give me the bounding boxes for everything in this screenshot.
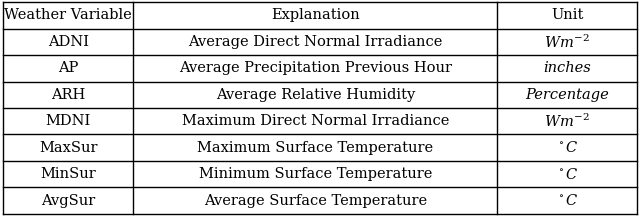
Text: MinSur: MinSur <box>40 167 96 181</box>
Text: Unit: Unit <box>551 8 583 22</box>
Text: inches: inches <box>543 61 591 75</box>
Text: $Wm^{-2}$: $Wm^{-2}$ <box>544 33 590 51</box>
Text: ADNI: ADNI <box>47 35 89 49</box>
Text: MDNI: MDNI <box>45 114 91 128</box>
Text: MaxSur: MaxSur <box>39 141 97 155</box>
Text: Average Direct Normal Irradiance: Average Direct Normal Irradiance <box>188 35 442 49</box>
Text: Weather Variable: Weather Variable <box>4 8 132 22</box>
Text: AvgSur: AvgSur <box>41 194 95 208</box>
Text: AP: AP <box>58 61 78 75</box>
Text: Average Precipitation Previous Hour: Average Precipitation Previous Hour <box>179 61 452 75</box>
Text: $^\circ\mathit{C}$: $^\circ\mathit{C}$ <box>556 167 579 182</box>
Text: Average Relative Humidity: Average Relative Humidity <box>216 88 415 102</box>
Text: Maximum Surface Temperature: Maximum Surface Temperature <box>197 141 433 155</box>
Text: $^\circ\mathit{C}$: $^\circ\mathit{C}$ <box>556 140 579 155</box>
Text: Maximum Direct Normal Irradiance: Maximum Direct Normal Irradiance <box>182 114 449 128</box>
Text: $Wm^{-2}$: $Wm^{-2}$ <box>544 113 590 130</box>
Text: ARH: ARH <box>51 88 85 102</box>
Text: Percentage: Percentage <box>525 88 609 102</box>
Text: Explanation: Explanation <box>271 8 360 22</box>
Text: $^\circ\mathit{C}$: $^\circ\mathit{C}$ <box>556 193 579 208</box>
Text: Minimum Surface Temperature: Minimum Surface Temperature <box>198 167 432 181</box>
Text: Average Surface Temperature: Average Surface Temperature <box>204 194 427 208</box>
